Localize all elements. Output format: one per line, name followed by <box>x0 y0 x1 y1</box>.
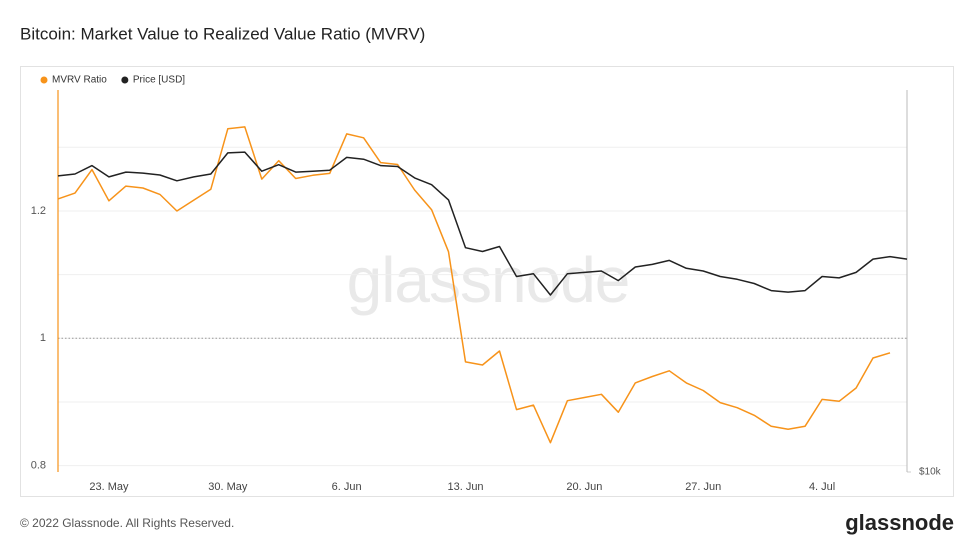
x-tick-label: 6. Jun <box>332 481 362 493</box>
legend-swatch <box>121 76 129 84</box>
y-tick-label: 1 <box>40 332 46 344</box>
x-tick-label: 13. Jun <box>447 481 483 493</box>
series-line <box>57 151 908 296</box>
y2-tick-label: $10k <box>919 467 942 478</box>
legend-swatch <box>40 76 48 84</box>
x-tick-label: 30. May <box>208 481 248 493</box>
chart-title: Bitcoin: Market Value to Realized Value … <box>20 24 425 43</box>
y-tick-label: 0.8 <box>31 460 46 472</box>
footer: © 2022 Glassnode. All Rights Reserved. <box>20 516 234 530</box>
x-tick-label: 4. Jul <box>809 481 835 493</box>
logo: glassnode <box>845 510 954 535</box>
x-tick-label: 23. May <box>89 481 129 493</box>
x-tick-label: 20. Jun <box>566 481 602 493</box>
series-line <box>57 126 891 444</box>
legend-label: Price [USD] <box>133 75 185 86</box>
chart-frame <box>20 66 954 497</box>
watermark: glassnode <box>347 244 630 316</box>
legend-label: MVRV Ratio <box>52 75 107 86</box>
plot: 0.8 1 1.2 $10k 23. May 30. May 6. Jun 13. Jun 20… <box>31 75 942 493</box>
y-tick-label: 1.2 <box>31 205 46 217</box>
x-tick-label: 27. Jun <box>685 481 721 493</box>
